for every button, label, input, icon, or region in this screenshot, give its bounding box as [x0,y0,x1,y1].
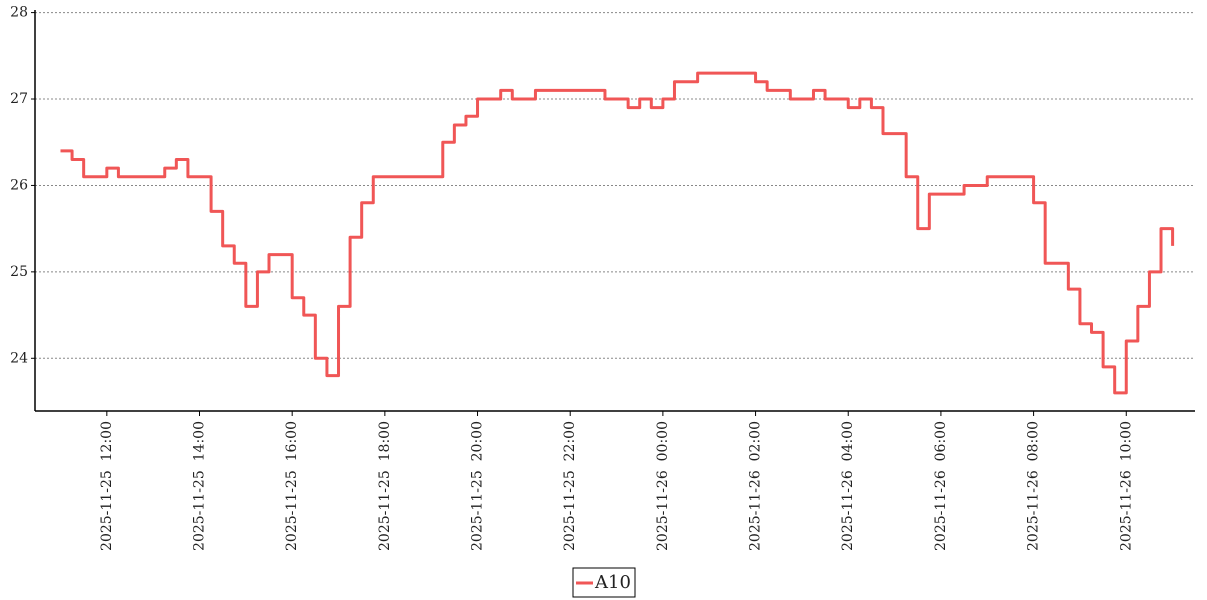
x-tick-label: 2025-11-25 22:00 [562,421,578,551]
x-tick-label: 2025-11-26 02:00 [748,421,764,551]
x-tick-label: 2025-11-25 20:00 [470,421,486,551]
legend-label: A10 [594,572,631,593]
y-tick-label: 26 [10,177,28,193]
y-tick-label: 25 [10,264,28,280]
x-tick-label: 2025-11-25 12:00 [99,421,115,551]
data-line [60,71,1175,395]
x-tick-label: 2025-11-26 00:00 [655,421,671,551]
y-tick-label: 24 [10,350,28,366]
y-tick-label: 27 [10,91,28,107]
x-tick-label: 2025-11-26 04:00 [840,421,856,551]
x-tick-label: 2025-11-26 08:00 [1026,421,1042,551]
y-tick-label: 28 [10,5,28,21]
x-tick-label: 2025-11-25 16:00 [284,421,300,551]
x-tick-label: 2025-11-26 06:00 [933,421,949,551]
x-tick-label: 2025-11-26 10:00 [1118,421,1134,551]
x-tick-label: 2025-11-25 18:00 [377,421,393,551]
x-tick-label: 2025-11-25 14:00 [192,421,208,551]
